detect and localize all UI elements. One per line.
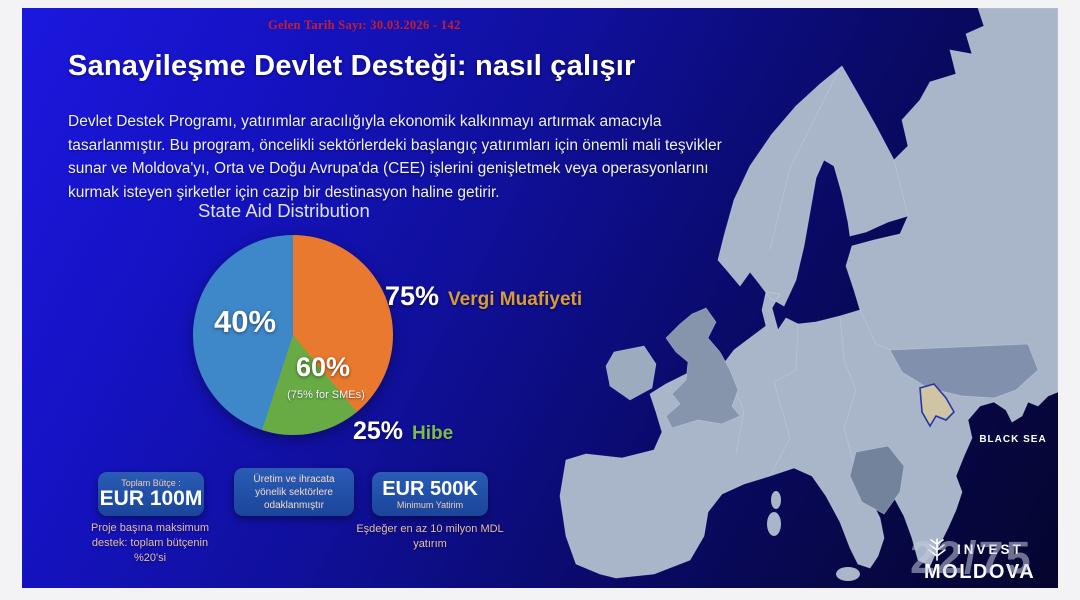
slide: BLACK SEA Gelen Tarih Sayı: 30.03.2026 -…	[22, 8, 1058, 588]
pie-callout-grant-label: Hibe	[412, 423, 454, 444]
pie-callout-tax-value: 75%	[385, 281, 440, 311]
map-country-moldova	[919, 383, 955, 428]
card-total-budget-caption: Proje başına maksimum destek: toplam büt…	[91, 522, 209, 564]
page-title: Sanayileşme Devlet Desteği: nasıl çalışı…	[68, 50, 636, 82]
pie-callout-grant: 25% Hibe	[353, 417, 453, 446]
pie-callout-tax-label: Vergi Muafiyeti	[448, 289, 583, 310]
card-minimum-investment-label: Minimum Yatirim	[396, 499, 464, 510]
card-minimum-investment-value: EUR 500K	[382, 477, 478, 500]
invest-moldova-logo-icon	[928, 538, 946, 561]
map-country-uk	[665, 307, 741, 429]
pie-label-sme-note: (75% for SMEs)	[287, 389, 365, 401]
invest-moldova-logo: INVEST MOLDOVA	[924, 536, 1035, 584]
pie-callout-tax-exemption: 75% Vergi Muafiyeti	[385, 281, 582, 312]
card-minimum-investment-caption: Eşdeğer en az 10 milyon MDL yatırım	[356, 523, 504, 550]
map-islands	[767, 491, 860, 581]
europe-map: BLACK SEA	[558, 8, 1058, 588]
map-country-ukraine	[889, 343, 1039, 399]
card-sector-focus-text: Üretim ve ihracata yönelik sektörlere od…	[253, 473, 335, 511]
pie-chart	[193, 235, 393, 435]
brand-line2: MOLDOVA	[924, 561, 1036, 583]
card-total-budget: Toplam Bütçe : EUR 100M	[98, 472, 204, 516]
map-country-ireland	[605, 345, 657, 401]
intro-paragraph: Devlet Destek Programı, yatırımlar aracı…	[68, 113, 722, 201]
card-sector-focus: Üretim ve ihracata yönelik sektörlere od…	[234, 468, 354, 516]
card-total-budget-value: EUR 100M	[99, 486, 203, 510]
pie-callout-grant-value: 25%	[353, 417, 404, 445]
map-label-black-sea: BLACK SEA	[979, 434, 1046, 445]
card-minimum-investment: EUR 500K Minimum Yatirim	[372, 472, 488, 516]
europe-map-svg: BLACK SEA	[559, 8, 1058, 581]
brand-line1: INVEST	[957, 541, 1024, 557]
page-indicator: 22/75	[910, 532, 1033, 583]
pie-label-blue: 40%	[214, 304, 277, 339]
map-region-balkans	[849, 445, 905, 515]
chart-title: State Aid Distribution	[198, 200, 370, 221]
card-total-budget-label: Toplam Bütçe :	[121, 477, 181, 488]
map-region-mainland	[559, 8, 1058, 579]
document-stamp: Gelen Tarih Sayı: 30.03.2026 - 142	[268, 18, 461, 32]
pie-label-green: 60%	[296, 352, 351, 382]
